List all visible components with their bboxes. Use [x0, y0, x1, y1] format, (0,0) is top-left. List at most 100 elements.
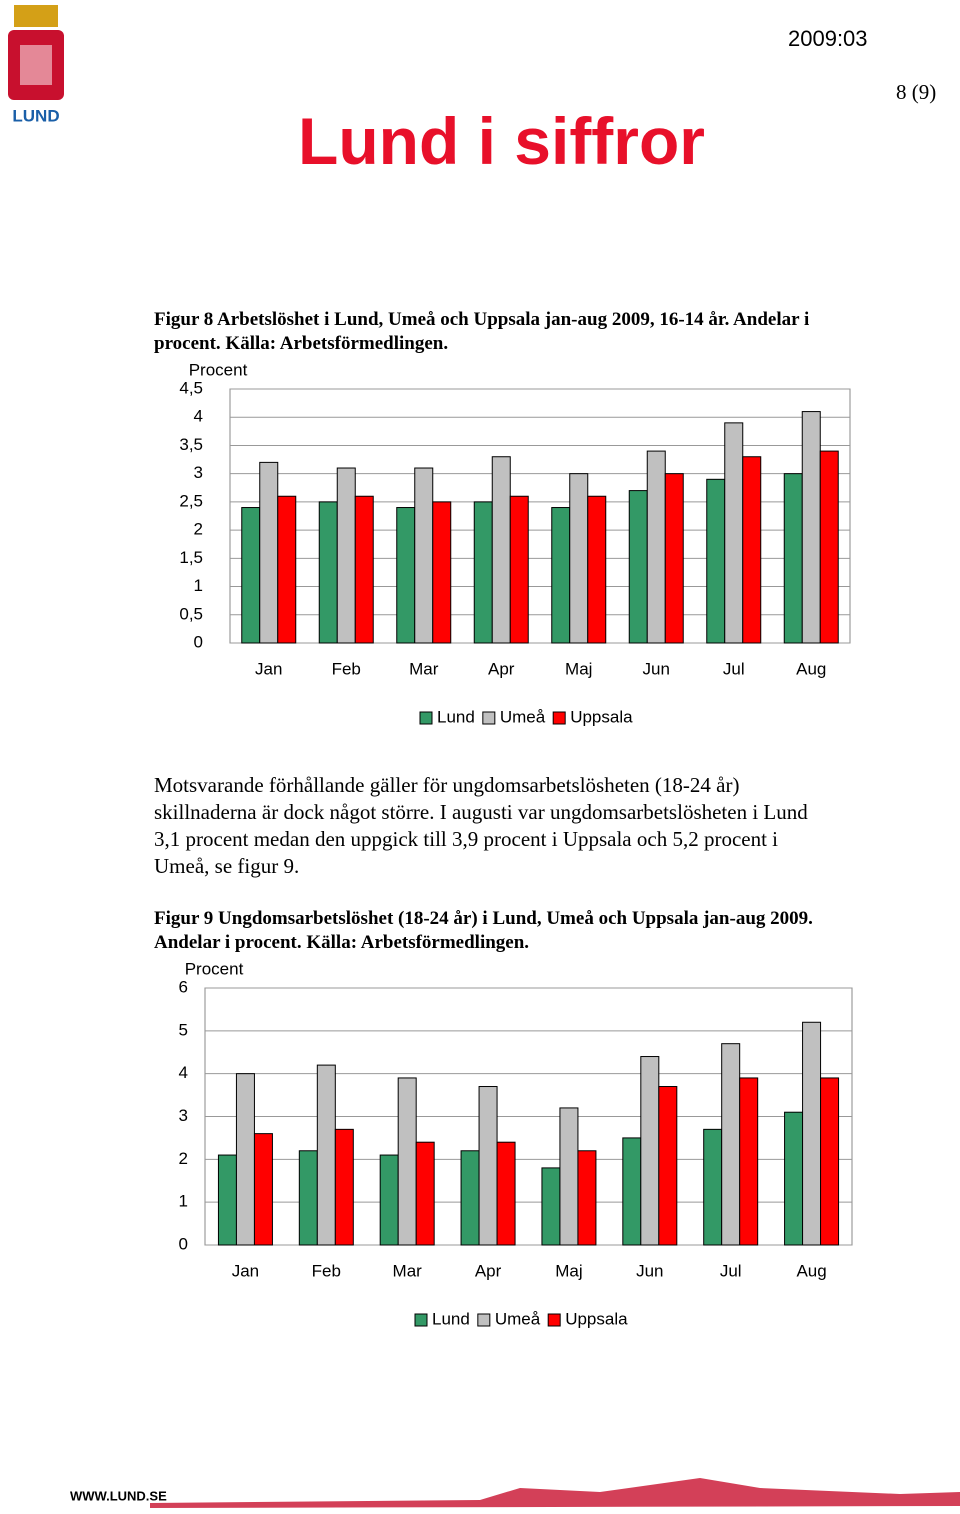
bar [551, 507, 571, 644]
bar [241, 507, 261, 644]
bar [724, 422, 744, 644]
bar [577, 1150, 597, 1246]
bar [703, 1128, 723, 1246]
x-tick-label: Aug [796, 1261, 826, 1280]
bar [217, 1154, 237, 1246]
bar [784, 1111, 804, 1246]
legend-swatch [419, 711, 433, 725]
bar [559, 1107, 579, 1246]
y-tick-label: 4 [194, 407, 203, 426]
y-tick-label: 2 [194, 520, 203, 539]
x-tick-label: Feb [312, 1261, 341, 1280]
x-tick-label: Jan [232, 1261, 259, 1280]
logo-text: LUND [12, 106, 59, 125]
y-tick-label: 3 [179, 1106, 188, 1125]
bar [541, 1167, 561, 1246]
x-tick-label: Mar [393, 1261, 423, 1280]
logo: LUND [8, 5, 64, 125]
bar [587, 495, 607, 644]
y-axis-label: Procent [189, 360, 248, 379]
bar [259, 461, 279, 644]
page-number: 8 (9) [896, 80, 937, 104]
y-tick-label: 3,5 [179, 435, 203, 454]
bar [478, 1086, 498, 1246]
x-tick-label: Jul [720, 1261, 742, 1280]
bar [706, 478, 726, 644]
figure-caption: Figur 8 Arbetslöshet i Lund, Umeå och Up… [154, 309, 810, 354]
x-tick-label: Apr [475, 1261, 502, 1280]
bar [664, 473, 684, 644]
y-tick-label: 4,5 [179, 378, 203, 397]
y-tick-label: 6 [179, 977, 188, 996]
bar [336, 467, 356, 644]
legend-label: Uppsala [565, 1309, 628, 1328]
x-tick-label: Jun [636, 1261, 663, 1280]
bar [569, 473, 589, 644]
bar [298, 1150, 318, 1246]
legend-swatch [477, 1313, 491, 1327]
bar [801, 411, 821, 644]
bar [658, 1086, 678, 1246]
bar [496, 1141, 516, 1246]
bar [277, 495, 297, 644]
x-tick-label: Jan [255, 659, 282, 678]
bar [742, 456, 762, 644]
legend-swatch [552, 711, 566, 725]
bar [415, 1141, 435, 1246]
x-tick-label: Mar [409, 659, 439, 678]
bar [460, 1150, 480, 1246]
y-tick-label: 0 [194, 632, 203, 651]
y-tick-label: 0 [179, 1234, 188, 1253]
title: Lund i siffror [298, 104, 705, 178]
bar [820, 1077, 840, 1246]
legend-label: Lund [437, 707, 475, 726]
x-tick-label: Feb [332, 659, 361, 678]
bar [473, 501, 493, 644]
bar [396, 507, 416, 644]
x-tick-label: Apr [488, 659, 515, 678]
bar [379, 1154, 399, 1246]
bar [819, 450, 839, 644]
y-tick-label: 2 [179, 1149, 188, 1168]
y-tick-label: 5 [179, 1020, 188, 1039]
legend-swatch [414, 1313, 428, 1327]
bar [318, 501, 338, 644]
footer-skyline [150, 1478, 960, 1508]
y-tick-label: 1 [194, 576, 203, 595]
bar [721, 1043, 741, 1246]
bar [640, 1056, 660, 1246]
bar [739, 1077, 759, 1246]
y-tick-label: 1,5 [179, 548, 203, 567]
y-tick-label: 4 [179, 1063, 188, 1082]
bar [509, 495, 529, 644]
bar [646, 450, 666, 644]
bar [628, 490, 648, 644]
y-tick-label: 2,5 [179, 491, 203, 510]
x-tick-label: Jun [643, 659, 670, 678]
y-tick-label: 0,5 [179, 604, 203, 623]
bar [316, 1064, 336, 1246]
legend-label: Umeå [500, 707, 546, 726]
figure-caption: Figur 9 Ungdomsarbetslöshet (18-24 år) i… [154, 908, 813, 953]
bar [253, 1133, 273, 1246]
footer-url: WWW.LUND.SE [70, 1488, 167, 1503]
bar [622, 1137, 642, 1246]
y-tick-label: 1 [179, 1192, 188, 1211]
bar [397, 1077, 417, 1246]
bar [354, 495, 374, 644]
legend-swatch [482, 711, 496, 725]
bar [432, 501, 452, 644]
legend-label: Lund [432, 1309, 470, 1328]
x-tick-label: Jul [723, 659, 745, 678]
y-tick-label: 3 [194, 463, 203, 482]
paragraph: Motsvarande förhållande gäller för ungdo… [154, 773, 808, 878]
legend-label: Uppsala [570, 707, 633, 726]
bar [802, 1021, 822, 1246]
legend-label: Umeå [495, 1309, 541, 1328]
bar [414, 467, 434, 644]
date: 2009:03 [788, 26, 868, 51]
x-tick-label: Maj [565, 659, 592, 678]
x-tick-label: Maj [555, 1261, 582, 1280]
